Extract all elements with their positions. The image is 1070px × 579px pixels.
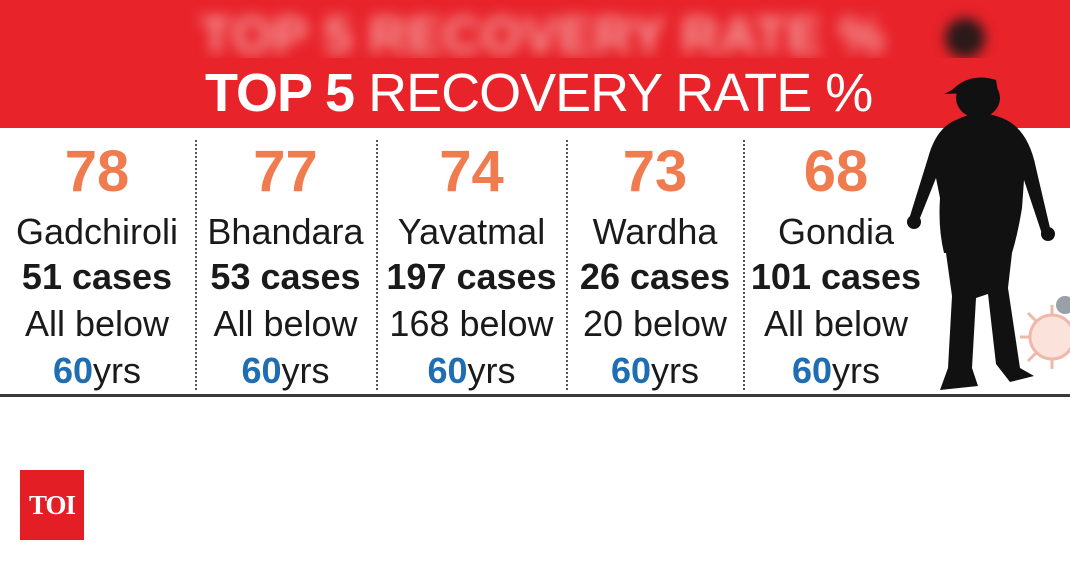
age-label: 60yrs: [746, 350, 926, 392]
title-bar: TOP 5 RECOVERY RATE %: [0, 58, 1070, 128]
age-number: 60: [427, 350, 468, 391]
case-count: 101 cases: [750, 256, 922, 297]
age-unit: yrs: [93, 350, 142, 391]
district-name: Gadchiroli: [15, 211, 179, 252]
age-label: 60yrs: [2, 350, 192, 392]
case-count: 197 cases: [386, 256, 557, 297]
column-divider: [743, 140, 745, 390]
case-count: 51 cases: [21, 256, 173, 297]
recovery-rate: 68: [803, 139, 869, 204]
virus-icon: [1020, 296, 1070, 369]
district-name: Gondia: [777, 211, 895, 252]
case-count: 53 cases: [210, 256, 361, 297]
column-divider: [195, 140, 197, 390]
below-count: All below: [763, 303, 909, 344]
blurred-title: TOP 5 RECOVERY RATE %: [200, 7, 886, 58]
recovery-rate: 74: [439, 139, 504, 204]
recovery-rate: 78: [64, 139, 130, 204]
district-name: Yavatmal: [397, 211, 546, 252]
age-label: 60yrs: [569, 350, 741, 392]
age-number: 60: [241, 350, 282, 391]
district-column: 74 Yavatmal 197 cases 168 below 60yrs: [379, 128, 564, 396]
district-column: 77 Bhandara 53 cases All below 60yrs: [198, 128, 373, 396]
below-count: 20 below: [582, 303, 728, 344]
recovery-rate: 73: [622, 139, 688, 204]
below-count: 168 below: [389, 303, 554, 344]
district-column: 68 Gondia 101 cases All below 60yrs: [746, 128, 926, 396]
case-count: 26 cases: [579, 256, 731, 297]
age-number: 60: [791, 350, 833, 391]
age-unit: yrs: [281, 350, 330, 391]
below-count: All below: [24, 303, 170, 344]
age-label: 60yrs: [198, 350, 373, 392]
column-divider: [376, 140, 378, 390]
age-unit: yrs: [651, 350, 700, 391]
chart-title: TOP 5 RECOVERY RATE %: [205, 62, 873, 124]
district-name: Bhandara: [207, 211, 364, 252]
title-bold: TOP 5: [205, 63, 355, 123]
panel-bottom-rule: [0, 394, 1070, 397]
below-count: All below: [213, 303, 358, 344]
age-unit: yrs: [832, 350, 881, 391]
toi-logo: TOI: [20, 470, 84, 540]
blurred-head-shape: [945, 18, 985, 58]
age-label: 60yrs: [379, 350, 564, 392]
walking-man-silhouette: [907, 77, 1055, 390]
blurred-header-band: TOP 5 RECOVERY RATE %: [0, 0, 1070, 58]
column-divider: [566, 140, 568, 390]
age-unit: yrs: [467, 350, 516, 391]
age-number: 60: [52, 350, 94, 391]
district-column: 73 Wardha 26 cases 20 below 60yrs: [569, 128, 741, 396]
title-rest: RECOVERY RATE %: [354, 63, 873, 123]
recovery-rate: 77: [253, 139, 318, 204]
district-name: Wardha: [592, 211, 718, 252]
district-column: 78 Gadchiroli 51 cases All below 60yrs: [2, 128, 192, 396]
stats-panel: 78 Gadchiroli 51 cases All below 60yrs 7…: [0, 128, 1070, 396]
age-number: 60: [610, 350, 652, 391]
